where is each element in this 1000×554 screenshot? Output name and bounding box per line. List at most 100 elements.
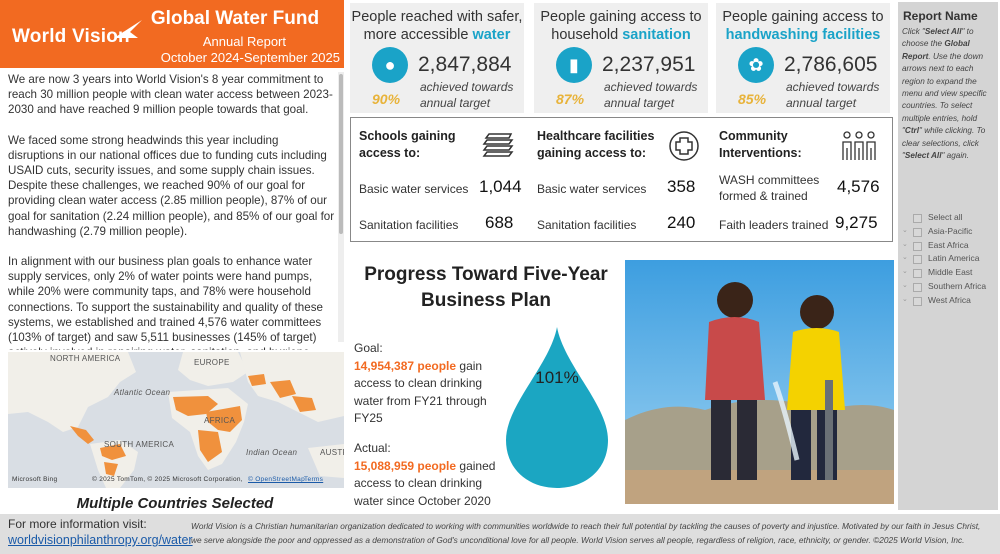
report-period: October 2024-September 2025: [160, 50, 340, 65]
chevron-down-icon[interactable]: ⌄: [902, 254, 908, 262]
progress-goal: Goal: 14,954,387 people gain access to c…: [354, 340, 499, 428]
region-label: Middle East: [928, 267, 973, 278]
books-icon: [482, 133, 514, 157]
kpi-sanitation-value: 2,237,951: [602, 53, 696, 76]
region-checkbox[interactable]: [913, 227, 922, 237]
chevron-down-icon[interactable]: ⌄: [902, 281, 908, 289]
healthcare-heading: Healthcare facilities gaining access to:: [537, 129, 655, 160]
map-label-australia: AUSTR: [320, 448, 344, 457]
intro-paragraph-2: We faced some strong headwinds this year…: [8, 133, 335, 238]
intro-paragraph-1: We are now 3 years into World Vision's 8…: [8, 73, 333, 117]
progress-title: Progress Toward Five-Year Business Plan: [364, 264, 608, 311]
instr-1: Click ": [902, 27, 925, 36]
kpi-water-percent: 90%: [372, 91, 401, 107]
actual-description: gained access to clean drinking water si…: [354, 458, 496, 508]
kpi-sanitation-heading-highlight: sanitation: [622, 27, 691, 43]
healthcare-sanitation-value: 240: [667, 213, 696, 232]
goal-value: 14,954,387 people: [354, 358, 457, 373]
kpi-water-heading: People reached with safer, more accessib…: [350, 8, 524, 44]
instr-global: Global Report: [902, 39, 970, 61]
region-label: Select all: [928, 212, 963, 222]
kpi-sanitation-heading-text: People gaining access to household: [540, 9, 702, 43]
footer-link[interactable]: worldvisionphilanthropy.org/water: [8, 533, 193, 547]
world-vision-star-icon: [114, 20, 142, 38]
footer-info: For more information visit:: [8, 517, 147, 531]
region-item[interactable]: Select all: [901, 212, 997, 226]
report-title: Global Water Fund: [150, 8, 320, 29]
map-terms-link[interactable]: Terms: [304, 476, 324, 483]
region-label: Southern Africa: [928, 280, 987, 291]
chevron-down-icon[interactable]: ⌄: [902, 268, 908, 276]
region-checkbox[interactable]: [913, 296, 922, 306]
region-checkbox[interactable]: [913, 282, 922, 292]
actual-value: 15,088,959 people: [354, 458, 457, 473]
instr-2: " to choose the: [902, 27, 974, 49]
openstreetmap-link[interactable]: © OpenStreetMap: [248, 476, 305, 483]
chevron-down-icon[interactable]: ⌄: [902, 240, 908, 248]
region-item[interactable]: ⌄ Latin America: [901, 253, 997, 267]
report-filter-panel: Report Name Click "Select All" to choose…: [898, 2, 998, 510]
schools-water-value: 1,044: [479, 177, 522, 196]
map-label-north-america: NORTH AMERICA: [50, 354, 121, 363]
kpi-sanitation-card: People gaining access to household sanit…: [534, 3, 708, 113]
region-item[interactable]: ⌄ West Africa: [901, 295, 997, 309]
region-item[interactable]: ⌄ Asia-Pacific: [901, 226, 997, 240]
chevron-down-icon[interactable]: ⌄: [902, 226, 908, 234]
region-checkbox[interactable]: [913, 269, 922, 279]
instr-ctrl: Ctrl: [904, 126, 920, 136]
region-label: West Africa: [928, 294, 971, 305]
chevron-down-icon[interactable]: ⌄: [902, 295, 908, 303]
world-map[interactable]: NORTH AMERICA EUROPE Atlantic Ocean AFRI…: [8, 352, 344, 488]
intro-scrollbar-thumb[interactable]: [339, 74, 343, 234]
kpi-water-heading-highlight: water: [472, 27, 511, 43]
region-label: Latin America: [928, 253, 980, 264]
goal-label: Goal:: [354, 341, 383, 355]
instr-3: . Use the down arrows next to each regio…: [902, 51, 987, 136]
instr-5: " again.: [941, 151, 969, 161]
map-label-atlantic: Atlantic Ocean: [114, 388, 171, 397]
faith-leaders-label: Faith leaders trained: [719, 218, 829, 232]
map-label-indian-ocean: Indian Ocean: [246, 448, 298, 457]
kpi-sanitation-achieved: achieved towards annual target: [604, 80, 698, 110]
map-label-europe: EUROPE: [194, 358, 230, 367]
kpi-handwashing-value: 2,786,605: [784, 53, 878, 76]
intro-scrollbar[interactable]: [338, 72, 344, 342]
map-attribution: © 2025 TomTom, © 2025 Microsoft Corporat…: [92, 476, 243, 483]
healthcare-column: Healthcare facilities gaining access to:…: [529, 118, 709, 241]
footer-disclaimer: World Vision is a Christian humanitarian…: [191, 521, 981, 545]
kpi-sanitation-percent: 87%: [556, 91, 585, 107]
region-checkbox[interactable]: [913, 241, 922, 251]
region-checkbox[interactable]: [913, 255, 922, 265]
actual-label: Actual:: [354, 441, 391, 455]
report-name-title: Report Name: [903, 9, 978, 23]
kpi-water-value: 2,847,884: [418, 53, 512, 76]
region-item[interactable]: ⌄ Southern Africa: [901, 281, 997, 295]
region-item[interactable]: ⌄ Middle East: [901, 267, 997, 281]
faith-leaders-value: 9,275: [835, 213, 878, 232]
region-label: Asia-Pacific: [928, 225, 973, 236]
toilet-icon: ▮: [556, 47, 592, 83]
instr-select-all: Select All: [924, 27, 962, 36]
schools-heading: Schools gaining access to:: [359, 129, 456, 160]
kpi-handwashing-heading-text: People gaining access to: [722, 9, 884, 25]
region-label: East Africa: [928, 239, 969, 250]
kpi-handwashing-achieved: achieved towards annual target: [786, 80, 880, 110]
map-label-south-america: SOUTH AMERICA: [104, 440, 175, 449]
facility-access-panel: Schools gaining access to: Basic water s…: [350, 117, 893, 242]
kpi-water-card: People reached with safer, more accessib…: [350, 3, 524, 113]
report-subtitle: Annual Report: [202, 34, 286, 49]
goal-description: gain access to clean drinking water from…: [354, 358, 487, 426]
kpi-handwashing-heading-highlight: handwashing facilities: [725, 27, 881, 43]
instr-select-all-2: Select All: [904, 151, 942, 161]
kpi-water-achieved: achieved towards annual target: [420, 80, 514, 110]
region-checkbox[interactable]: [913, 214, 922, 223]
region-item[interactable]: ⌄ East Africa: [901, 240, 997, 254]
wash-committees-value: 4,576: [837, 177, 880, 196]
healthcare-water-label: Basic water services: [537, 182, 647, 196]
schools-water-label: Basic water services: [359, 182, 469, 196]
people-group-icon: [842, 131, 876, 160]
map-shapes: [8, 352, 344, 488]
progress-actual: Actual: 15,088,959 people gained access …: [354, 440, 504, 510]
instr-4: " while clicking. To clear selections, c…: [902, 126, 986, 161]
kpi-handwashing-heading: People gaining access to handwashing fac…: [716, 8, 890, 44]
